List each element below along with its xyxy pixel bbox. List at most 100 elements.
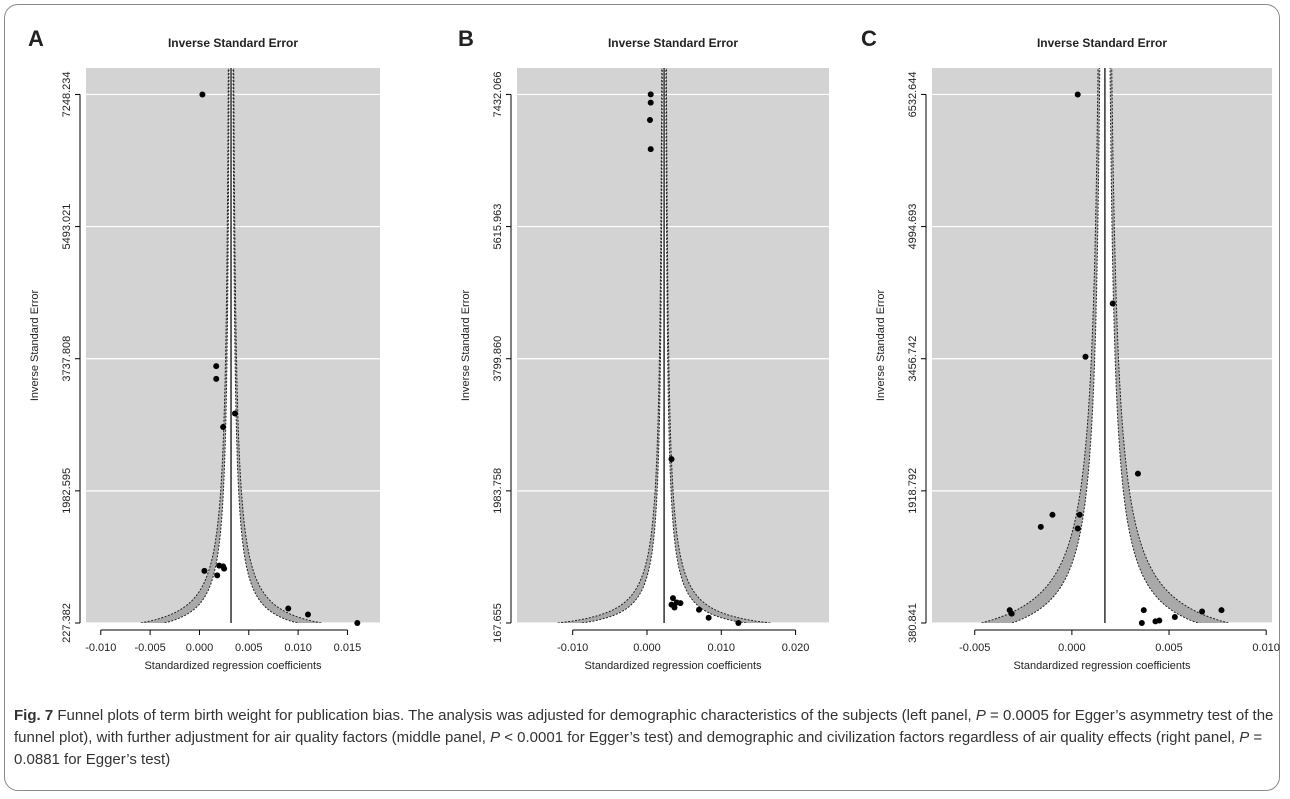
data-point [1076, 511, 1083, 518]
x-axis-title: Standardized regression coefficients [144, 660, 322, 672]
y-tick-label: 7432.066 [492, 71, 504, 117]
data-point [220, 424, 227, 431]
data-point [1199, 608, 1206, 615]
x-tick-label: 0.010 [1252, 642, 1280, 654]
y-tick-label: 5615.963 [492, 204, 504, 250]
data-point [1008, 610, 1015, 617]
funnel-panel-a: 227.382 1982.595 3737.808 5493.021 7248.234 -… [28, 26, 380, 672]
data-point [1074, 91, 1081, 98]
data-point [354, 620, 361, 627]
y-tick-label: 227.382 [61, 603, 73, 643]
funnel-boundary [557, 68, 663, 623]
x-tick-label: 0.000 [633, 642, 661, 654]
data-point [285, 605, 292, 612]
x-tick-label: 0.005 [1155, 642, 1183, 654]
y-axis-title: Inverse Standard Error [460, 290, 472, 402]
x-tick-label: 0.010 [284, 642, 312, 654]
funnel-boundary [665, 68, 771, 623]
data-point [735, 619, 742, 626]
x-tick-label: 0.005 [235, 642, 263, 654]
funnel-region [557, 68, 771, 623]
data-point [1138, 619, 1145, 626]
panel-title: Inverse Standard Error [1037, 36, 1167, 50]
funnel-plots-figure: 227.382 1982.595 3737.808 5493.021 7248.234 -… [28, 26, 1280, 672]
y-tick-label: 3799.860 [492, 336, 504, 382]
data-point [1171, 614, 1178, 621]
y-axis-title: Inverse Standard Error [875, 290, 887, 402]
funnel-panel-b: 167.655 1983.758 3799.860 5615.963 7432.066 -… [458, 26, 829, 672]
caption-text-2: = 0.0005 for Egger’s asymmetry test of t… [14, 707, 1274, 746]
y-tick-label: 6532.644 [907, 71, 919, 117]
y-tick-label: 167.655 [492, 603, 504, 643]
y-tick-label: 1982.595 [61, 468, 73, 514]
data-point [646, 117, 653, 124]
funnel-region [981, 68, 1229, 623]
x-tick-label: -0.010 [85, 642, 116, 654]
y-tick-label: 380.841 [907, 603, 919, 643]
data-point [1134, 470, 1141, 477]
data-point [231, 410, 238, 417]
data-point [214, 572, 221, 579]
x-tick-label: 0.000 [1058, 642, 1086, 654]
y-tick-label: 7248.234 [61, 71, 73, 117]
y-tick-label: 1918.792 [907, 468, 919, 514]
panel-letter: B [458, 26, 474, 51]
x-axis-title: Standardized regression coefficients [1013, 660, 1191, 672]
data-point [1140, 607, 1147, 614]
x-tick-label: 0.000 [186, 642, 214, 654]
caption-fig-label: Fig. 7 [14, 707, 54, 724]
data-point [1156, 617, 1163, 624]
x-axis-title: Standardized regression coefficients [584, 660, 762, 672]
data-point [1049, 511, 1056, 518]
panel-letter: A [28, 26, 44, 51]
y-tick-label: 3737.808 [61, 336, 73, 382]
funnel-region [140, 68, 322, 623]
caption-text-4: = 0.0881 for Egger’s test) [14, 729, 1263, 768]
data-point [670, 595, 676, 602]
caption-p-symbol-1: P [975, 707, 986, 724]
funnel-boundary [665, 68, 747, 623]
data-point [1074, 525, 1081, 532]
data-point [647, 146, 654, 153]
caption-p-symbol-3: P [1239, 729, 1250, 746]
y-tick-label: 5493.021 [61, 204, 73, 250]
figure-frame [4, 4, 1280, 791]
y-tick-label: 1983.758 [492, 468, 504, 514]
x-tick-label: 0.015 [334, 642, 362, 654]
x-tick-label: -0.005 [135, 642, 166, 654]
caption-text-3: < 0.0001 for Egger’s test) and demograph… [500, 729, 1240, 746]
funnel-panel-c: 380.841 1918.792 3456.742 4994.693 6532.644 -… [861, 26, 1280, 672]
funnel-boundary [1109, 68, 1198, 623]
funnel-boundary [1011, 68, 1101, 623]
data-point [671, 604, 678, 611]
data-point [220, 563, 227, 570]
data-point [213, 363, 220, 370]
data-point [647, 99, 654, 106]
data-point [213, 375, 220, 382]
data-point [1037, 523, 1044, 530]
data-point [201, 567, 208, 574]
y-tick-label: 4994.693 [907, 204, 919, 250]
data-point [668, 456, 675, 463]
panel-title: Inverse Standard Error [608, 36, 738, 50]
data-point [304, 611, 311, 618]
panel-letter: C [861, 26, 877, 51]
y-tick-label: 3456.742 [907, 336, 919, 382]
data-point [199, 91, 206, 98]
data-point [705, 614, 712, 621]
data-point [1218, 607, 1225, 614]
caption-text-1: Funnel plots of term birth weight for pu… [53, 707, 976, 724]
y-axis-title: Inverse Standard Error [29, 290, 41, 402]
x-tick-label: -0.005 [959, 642, 990, 654]
caption-p-symbol-2: P [490, 729, 501, 746]
x-tick-label: -0.010 [557, 642, 588, 654]
data-point [1082, 353, 1089, 360]
figure-caption: Fig. 7 Funnel plots of term birth weight… [14, 705, 1276, 771]
data-point [1109, 300, 1116, 307]
panel-title: Inverse Standard Error [168, 36, 298, 50]
x-tick-label: 0.010 [708, 642, 736, 654]
data-point [696, 606, 702, 613]
x-tick-label: 0.020 [782, 642, 810, 654]
data-point [647, 91, 654, 98]
data-point [677, 600, 684, 607]
